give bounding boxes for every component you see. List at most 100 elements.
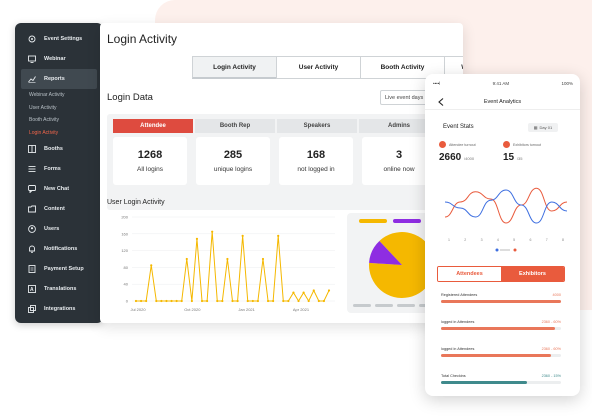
sidebar-subitem-webinar-activity[interactable]: Webinar Activity (29, 92, 65, 98)
sidebar-subitem-user-activity[interactable]: User Activity (29, 104, 57, 111)
legend-placeholder (353, 304, 371, 307)
tab-exhibitors[interactable]: Exhibitors (501, 267, 564, 281)
data-point (256, 299, 259, 303)
sidebar-item-translations[interactable]: A Translations (15, 279, 103, 299)
data-point (180, 299, 183, 303)
data-point (145, 299, 148, 303)
status-time: 9:41 AM (492, 81, 510, 86)
sidebar-item-forms[interactable]: Forms (15, 159, 103, 179)
x-tick-label: Jul 2020 (130, 307, 146, 312)
series-line (444, 187, 568, 224)
status-bar: ••••l 9:41 AM 100% (433, 81, 573, 86)
stat-value: 1268 (137, 149, 163, 161)
sidebar-item-payment-setup[interactable]: Payment Setup (15, 259, 103, 279)
sidebar-item-webinar[interactable]: Webinar (15, 49, 103, 69)
page-title: Login Activity (107, 32, 178, 46)
progress-row: logged in Attendees 2360 - 60% (441, 320, 561, 347)
day-selector[interactable]: ▦ Day 01 (528, 123, 558, 132)
stat-cards: 1268 All logins 285 unique logins 168 no… (113, 137, 445, 185)
mini-stat-label: Exhibitors turnout (513, 142, 541, 147)
tab-booth-activity[interactable]: Booth Activity (360, 56, 445, 79)
data-point (134, 299, 138, 303)
data-point (190, 299, 193, 303)
data-point (266, 299, 270, 303)
turnout-stats: Attendee turnout 2660 /4000 Exhibitors t… (439, 141, 567, 171)
exhibitor-turnout: Exhibitors turnout 15 /35 (503, 141, 567, 171)
mini-stat-value: 15 (503, 152, 515, 163)
progress-track (441, 354, 561, 357)
data-point (302, 291, 305, 294)
progress-fill (441, 381, 528, 384)
y-tick-label: 40 (124, 282, 129, 287)
sidebar-item-label: Users (44, 226, 60, 232)
exhibitor-turnout-icon (503, 141, 510, 148)
phone-tabs: Attendees Exhibitors (437, 266, 565, 282)
x-tick-label: Oct 2020 (184, 307, 201, 312)
data-point (261, 257, 265, 261)
sidebar-subitem-login-activity[interactable]: Login Activity (29, 129, 59, 136)
y-tick-label: 0 (126, 299, 129, 304)
login-activity-panel: Login Activity Login Activity User Activ… (100, 23, 463, 323)
mobile-event-analytics: ••••l 9:41 AM 100% Event Analytics Event… (425, 74, 580, 396)
legend-dot (513, 248, 517, 252)
sidebar-subitem-booth-activity[interactable]: Booth Activity (29, 117, 60, 123)
sidebar-item-new-chat[interactable]: New Chat (15, 179, 103, 199)
sidebar-item-users[interactable]: Users (15, 219, 103, 239)
progress-track (441, 300, 561, 303)
segment-admins[interactable]: Admins (359, 119, 439, 133)
sidebar-item-integrations[interactable]: Integrations (15, 299, 103, 319)
x-tick-label: Apr 2021 (293, 307, 310, 312)
data-point (231, 299, 234, 303)
sidebar-item-notifications[interactable]: Notifications (15, 239, 103, 259)
progress-value: 2360 - 15% (541, 374, 561, 378)
mini-stat-label: Attendee turnout (449, 142, 476, 147)
sidebar-item-event-settings[interactable]: Event Settings (15, 29, 103, 49)
x-tick-label: 1 (448, 238, 450, 242)
segment-speakers[interactable]: Speakers (277, 119, 357, 133)
chat-icon (27, 185, 36, 194)
tab-user-activity[interactable]: User Activity (276, 56, 361, 79)
data-point (200, 299, 204, 303)
sidebar-item-label: Notifications (44, 246, 78, 252)
sidebar-item-label: Translations (44, 286, 77, 292)
stat-card-online-now: 3 online now (362, 137, 436, 185)
tab-login-activity[interactable]: Login Activity (192, 56, 277, 79)
progress-value: 4000 (552, 293, 561, 297)
data-point (322, 299, 326, 303)
segment-booth-rep[interactable]: Booth Rep (195, 119, 275, 133)
data-point (307, 299, 310, 303)
stat-label: All logins (136, 166, 163, 173)
data-point (272, 299, 275, 303)
bell-icon (27, 245, 36, 254)
sidebar-item-label: Booths (44, 146, 63, 152)
x-tick-label: 2 (464, 238, 466, 242)
data-point (195, 237, 199, 240)
data-point (211, 230, 214, 233)
progress-row: Registered Attendees 4000 (441, 293, 561, 320)
sidebar-item-reports[interactable]: Reports (21, 69, 97, 89)
x-tick-label: 6 (529, 238, 531, 242)
settings-icon (27, 35, 36, 44)
monitor-icon (27, 55, 36, 64)
login-stats-panel: Attendee Booth Rep Speakers Admins 1268 … (107, 114, 447, 210)
progress-fill (441, 327, 555, 330)
tab-attendees[interactable]: Attendees (438, 267, 501, 281)
back-icon[interactable] (437, 96, 445, 108)
sidebar-item-content[interactable]: Content (15, 199, 103, 219)
x-tick-label: 7 (546, 238, 548, 242)
stat-label: not logged in (297, 166, 335, 173)
segment-attendee[interactable]: Attendee (113, 119, 193, 133)
progress-row: Total Checkins 2360 - 15% (441, 374, 561, 396)
sidebar-item-booths[interactable]: Booths (15, 139, 103, 159)
sidebar: Event Settings Webinar Reports Webinar A… (15, 23, 103, 323)
legend-placeholder (375, 304, 393, 307)
stat-card-all-logins: 1268 All logins (113, 137, 187, 185)
x-tick-label: Jan 2021 (238, 307, 255, 312)
stat-value: 168 (306, 149, 326, 161)
sidebar-item-label: Forms (44, 166, 61, 172)
sidebar-item-label: Integrations (44, 306, 76, 312)
status-carrier: ••••l (433, 81, 441, 86)
data-point (155, 299, 158, 303)
legend-placeholder (500, 249, 510, 251)
login-activity-chart: 0 40 80 120 160 200 Jul 2020 Oct 2020 Jan 2021 Ap… (121, 215, 335, 312)
